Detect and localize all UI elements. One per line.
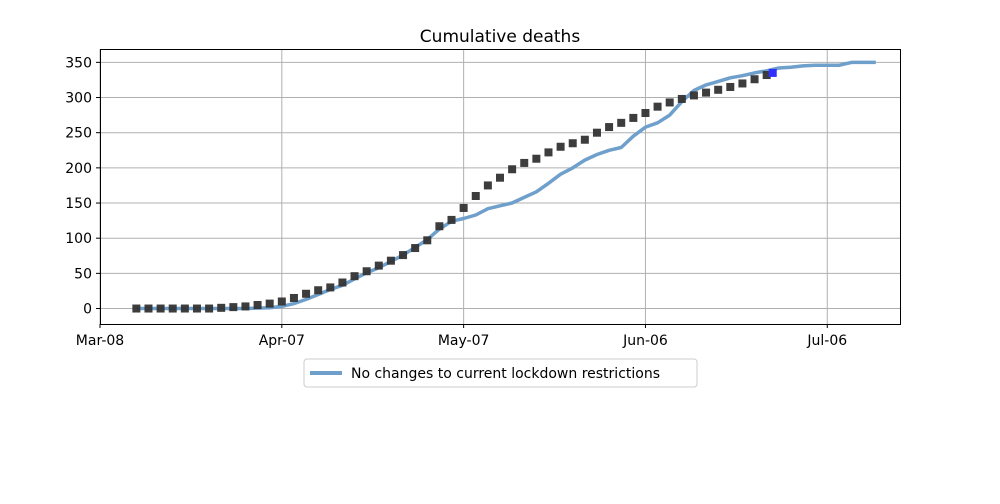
x-tick-label: Apr-07: [259, 333, 305, 349]
observed-death-marker: [205, 304, 214, 313]
y-tick-label: 100: [65, 231, 92, 247]
chart-title: Cumulative deaths: [420, 27, 581, 47]
observed-death-marker: [168, 304, 177, 313]
legend-label: No changes to current lockdown restricti…: [351, 366, 660, 382]
y-axis: 0 50 100 150 200 250 300 350: [65, 55, 100, 318]
observed-death-marker: [726, 82, 735, 91]
x-tick-label: May-07: [438, 333, 490, 349]
y-tick-label: 300: [65, 91, 92, 107]
x-tick-label: Jul-06: [806, 333, 847, 349]
observed-death-marker: [302, 289, 311, 298]
observed-death-marker: [217, 303, 226, 312]
observed-death-marker: [617, 118, 626, 127]
observed-death-marker: [386, 256, 395, 265]
observed-death-marker: [423, 236, 432, 245]
observed-death-marker: [532, 154, 541, 163]
observed-death-marker: [762, 71, 771, 80]
observed-death-marker: [592, 128, 601, 137]
y-tick-label: 150: [65, 196, 92, 212]
observed-death-marker: [374, 261, 383, 270]
observed-death-marker: [496, 173, 504, 182]
observed-death-marker: [289, 293, 298, 302]
observed-death-marker: [556, 142, 565, 151]
observed-death-marker: [689, 91, 698, 100]
observed-death-marker: [338, 278, 347, 287]
legend[interactable]: No changes to current lockdown restricti…: [303, 358, 698, 388]
observed-death-marker: [665, 98, 674, 107]
observed-death-marker: [241, 302, 250, 311]
observed-death-marker: [471, 191, 480, 200]
x-axis: Mar-08 Apr-07 May-07 Jun-06 Jul-06: [76, 324, 847, 349]
observed-death-marker: [508, 165, 517, 174]
observed-death-marker: [180, 304, 189, 313]
observed-death-marker: [447, 215, 456, 224]
observed-death-marker: [544, 148, 553, 157]
observed-death-marker: [520, 158, 529, 167]
x-tick-label: Mar-08: [76, 333, 124, 349]
plot-series: [132, 60, 876, 313]
observed-death-marker: [714, 85, 723, 94]
plot-frame: [100, 49, 901, 325]
observed-death-marker: [326, 283, 335, 292]
projection-line: [136, 60, 876, 311]
observed-death-marker: [580, 135, 589, 144]
observed-death-marker: [314, 286, 323, 295]
grid-lines: [99, 49, 900, 324]
observed-death-marker: [156, 304, 165, 313]
observed-death-marker: [568, 139, 577, 148]
observed-death-marker: [144, 304, 153, 313]
observed-death-marker: [483, 181, 492, 190]
x-tick-label: Jun-06: [622, 333, 668, 349]
observed-death-marker: [750, 75, 759, 84]
observed-death-marker: [677, 94, 686, 103]
observed-death-marker: [629, 113, 638, 122]
observed-death-marker: [738, 79, 747, 88]
observed-death-marker: [411, 244, 420, 253]
y-tick-label: 350: [65, 55, 92, 71]
latest-observed-marker: [768, 68, 777, 77]
observed-death-marker: [605, 123, 614, 132]
observed-death-marker: [435, 222, 444, 231]
observed-death-marker: [265, 299, 274, 308]
observed-death-marker: [459, 203, 468, 212]
observed-death-marker: [641, 109, 650, 118]
observed-death-marker: [277, 297, 286, 306]
observed-death-marker: [702, 88, 711, 97]
y-tick-label: 0: [83, 302, 92, 318]
y-tick-label: 250: [65, 126, 92, 142]
observed-death-marker: [653, 102, 662, 111]
observed-death-marker: [253, 301, 262, 310]
observed-death-marker: [229, 303, 238, 312]
observed-death-marker: [132, 304, 141, 313]
observed-death-marker: [192, 304, 201, 313]
observed-death-marker: [350, 272, 359, 281]
legend-box: [303, 358, 698, 388]
observed-death-marker: [399, 251, 408, 260]
y-tick-label: 200: [65, 161, 92, 177]
y-tick-label: 50: [74, 266, 92, 282]
observed-death-marker: [362, 267, 371, 276]
